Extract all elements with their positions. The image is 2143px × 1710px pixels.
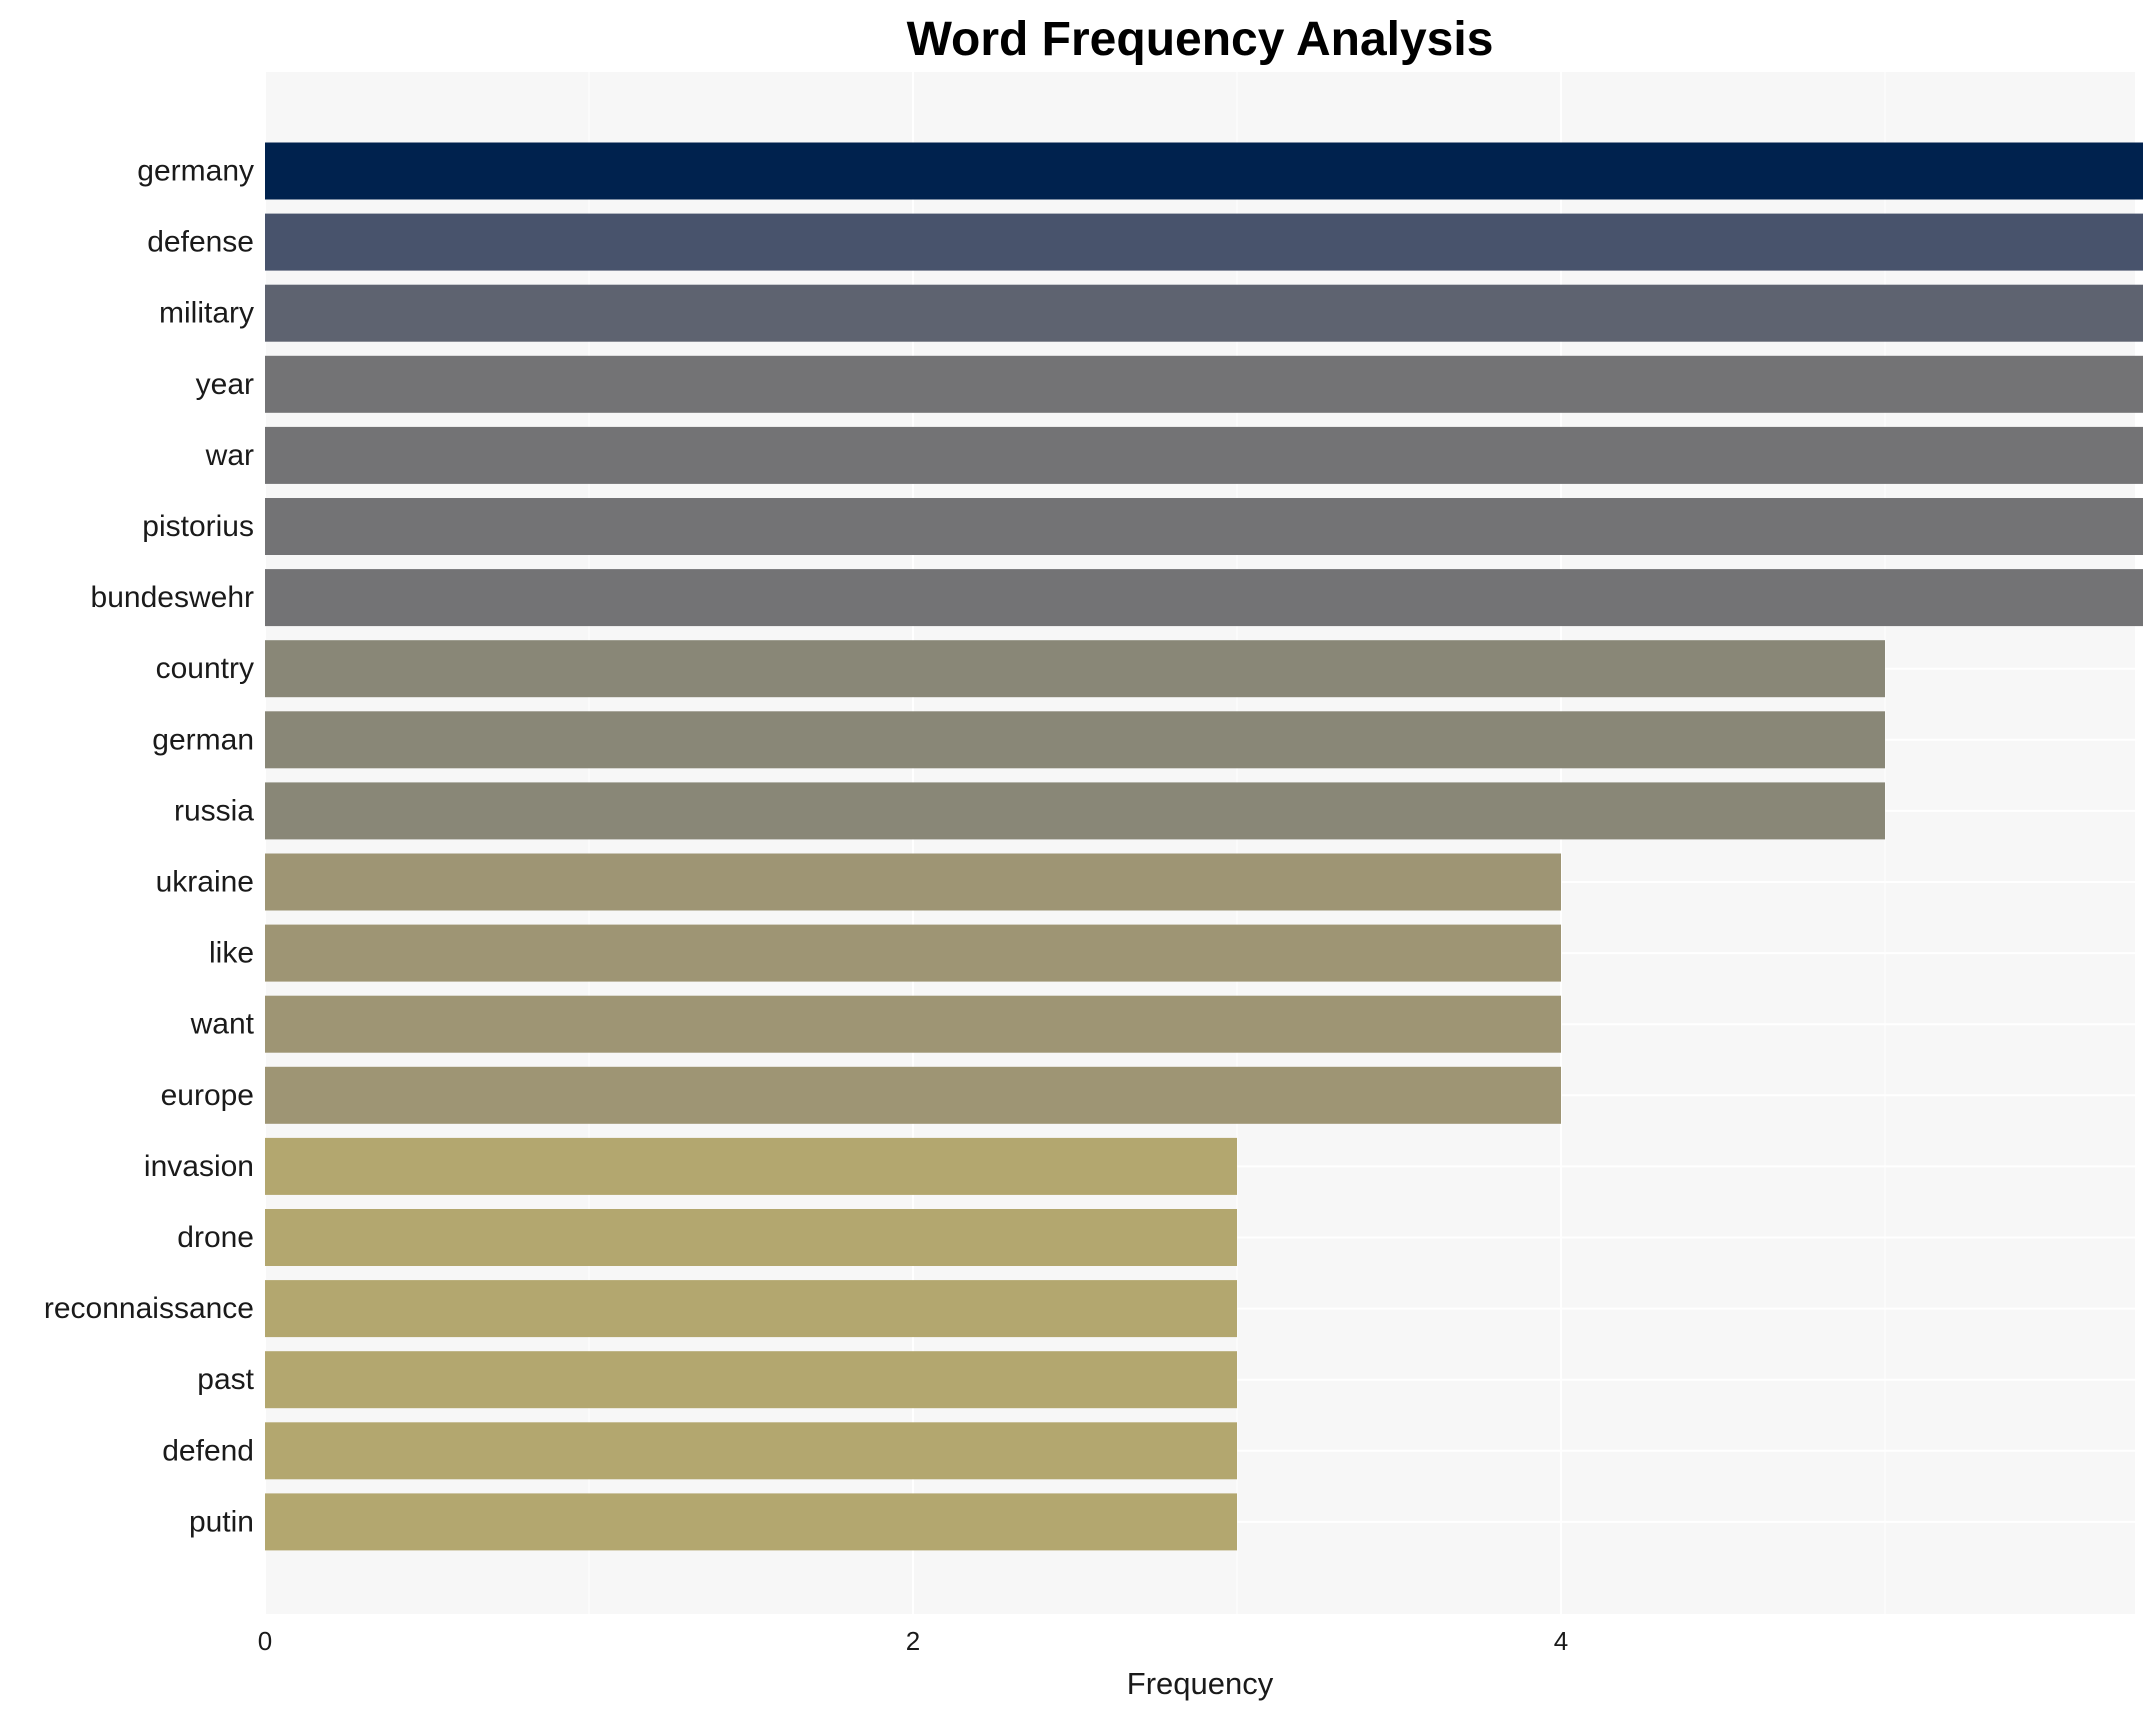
bar-defense (265, 213, 2143, 271)
bar-country (265, 640, 1885, 698)
category-label-german: german (152, 723, 254, 756)
bar-europe (265, 1066, 1561, 1124)
x-tick-label: 4 (1554, 1626, 1568, 1656)
bar-reconnaissance (265, 1280, 1237, 1338)
x-tick-label: 0 (258, 1626, 272, 1656)
bar-pistorius (265, 498, 2143, 555)
category-label-invasion: invasion (144, 1150, 254, 1183)
x-tick-labels: 0246810 (258, 1626, 1568, 1656)
bar-military (265, 284, 2143, 342)
category-label-past: past (197, 1363, 254, 1396)
category-label-want: want (190, 1008, 255, 1041)
category-label-reconnaissance: reconnaissance (44, 1292, 254, 1325)
bar-want (265, 995, 1561, 1053)
category-label-drone: drone (177, 1221, 254, 1254)
category-label-europe: europe (161, 1079, 254, 1112)
category-label-military: military (159, 297, 254, 330)
bar-german (265, 711, 1885, 769)
bar-putin (265, 1493, 1237, 1551)
category-label-pistorius: pistorius (142, 510, 254, 543)
chart-title: Word Frequency Analysis (907, 13, 1494, 66)
bar-past (265, 1351, 1237, 1409)
category-label-like: like (209, 937, 254, 970)
category-label-country: country (156, 652, 254, 685)
category-label-defend: defend (162, 1434, 254, 1467)
category-label-defense: defense (147, 226, 254, 259)
x-axis-label: Frequency (1127, 1666, 1274, 1701)
category-label-year: year (196, 368, 254, 401)
category-label-ukraine: ukraine (156, 866, 254, 899)
bar-invasion (265, 1137, 1237, 1195)
bar-russia (265, 782, 1885, 840)
x-tick-label: 2 (906, 1626, 920, 1656)
category-label-germany: germany (137, 155, 254, 188)
category-label-bundeswehr: bundeswehr (91, 581, 254, 614)
bar-like (265, 924, 1561, 982)
category-labels: germany defense military year war pistorius bu… (44, 155, 255, 1539)
bar-war (265, 426, 2143, 484)
bar-defend (265, 1422, 1237, 1480)
category-label-putin: putin (189, 1505, 254, 1538)
category-label-russia: russia (174, 794, 254, 827)
bar-germany (265, 142, 2143, 200)
bar-bundeswehr (265, 569, 2143, 627)
bar-ukraine (265, 853, 1561, 911)
bar-year (265, 355, 2143, 413)
bars (265, 142, 2143, 1551)
bar-drone (265, 1209, 1237, 1266)
category-label-war: war (205, 439, 254, 472)
